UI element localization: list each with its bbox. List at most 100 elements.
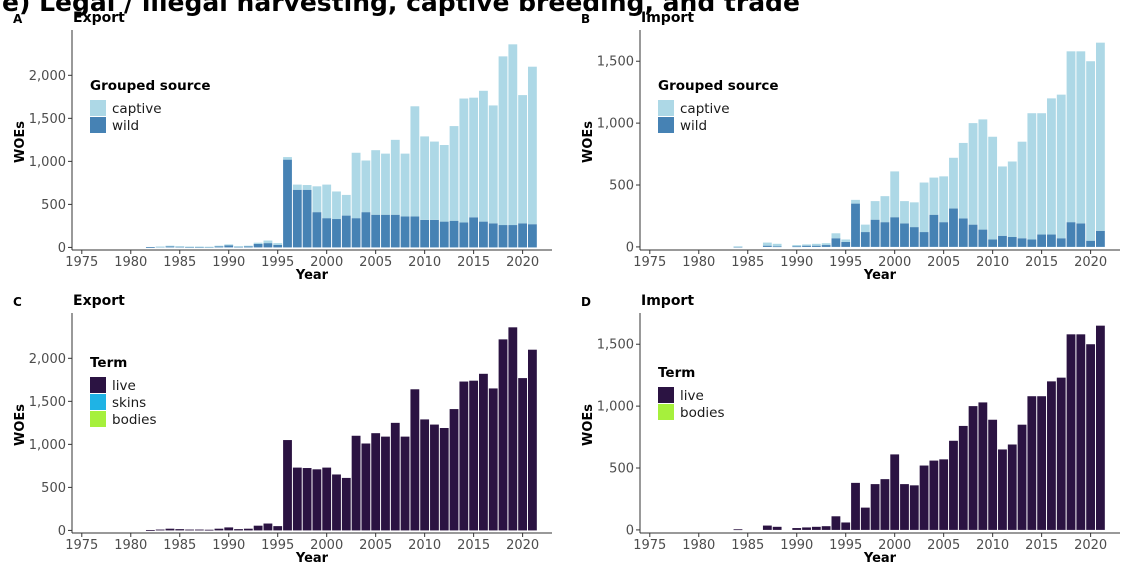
panel-letter: D [581, 295, 591, 309]
bar-live-2006 [949, 440, 958, 530]
bar-wild-2017 [488, 223, 498, 248]
bar-captive-2003 [351, 152, 361, 219]
bar-captive-2001 [900, 201, 909, 224]
bar-wild-1989 [214, 246, 224, 248]
bar-live-1996 [851, 482, 860, 530]
bar-wild-2008 [400, 216, 410, 248]
y-tick-label: 0 [626, 523, 634, 538]
bar-live-2021 [1096, 325, 1105, 530]
bar-live-2013 [449, 409, 459, 531]
bars [733, 42, 1105, 248]
bars [145, 327, 537, 531]
bar-live-2009 [978, 402, 988, 530]
bar-wild-2011 [998, 235, 1007, 247]
bar-wild-1997 [860, 232, 870, 247]
legend-key-bodies [90, 411, 106, 427]
x-tick-label: 2000 [310, 538, 343, 553]
y-tick-label: 1,000 [29, 438, 66, 453]
legend-label-bodies: bodies [680, 405, 725, 421]
bar-wild-2010 [420, 219, 430, 248]
x-tick-label: 2000 [310, 255, 343, 270]
bar-captive-2019 [508, 44, 518, 226]
bar-live-2014 [459, 381, 469, 531]
bar-live-2011 [430, 424, 439, 531]
bar-captive-2007 [958, 142, 968, 219]
bar-live-2001 [900, 484, 909, 530]
bar-captive-1999 [312, 186, 322, 213]
y-tick-label: 1,500 [597, 338, 634, 353]
bar-wild-2020 [518, 223, 528, 248]
y-tick-label: 1,000 [597, 400, 634, 415]
bar-captive-2014 [1027, 113, 1037, 240]
bar-live-2016 [479, 373, 488, 531]
bar-live-2015 [469, 380, 479, 531]
bar-captive-2008 [400, 153, 410, 217]
bar-captive-2011 [998, 166, 1007, 236]
bar-live-2005 [939, 459, 949, 530]
bar-wild-1996 [851, 203, 860, 247]
bar-wild-1985 [175, 246, 185, 248]
bar-live-1987 [194, 529, 204, 531]
bar-live-1997 [860, 507, 870, 530]
x-tick-label: 1995 [261, 538, 294, 553]
bar-live-2017 [488, 388, 498, 531]
bar-wild-2021 [1096, 230, 1105, 247]
bar-wild-2020 [1086, 240, 1096, 247]
bar-live-1994 [831, 516, 841, 530]
bar-wild-1993 [821, 245, 831, 247]
bar-wild-2014 [1027, 239, 1037, 247]
panel-title: Export [73, 10, 125, 26]
bar-wild-2006 [381, 214, 390, 248]
bar-wild-2009 [410, 216, 420, 248]
bar-live-1982 [145, 529, 155, 531]
bar-live-1990 [224, 527, 234, 531]
bar-live-2017 [1056, 377, 1066, 530]
bar-wild-2004 [361, 212, 371, 248]
x-tick-label: 2010 [408, 538, 441, 553]
y-tick-label: 500 [41, 481, 66, 496]
bar-captive-1990 [792, 245, 802, 247]
x-tick-label: 1980 [682, 255, 715, 270]
panel-letter: A [13, 12, 23, 26]
bar-captive-2021 [1096, 42, 1105, 231]
bar-live-1992 [243, 528, 253, 531]
x-tick-label: 1990 [780, 255, 813, 270]
bar-captive-2009 [410, 106, 420, 217]
legend-key-bodies [658, 404, 674, 420]
bar-captive-2008 [968, 123, 978, 225]
bar-captive-1991 [802, 244, 811, 246]
x-tick-label: 2015 [1025, 538, 1058, 553]
bar-wild-1994 [831, 238, 841, 247]
x-tick-label: 1985 [163, 255, 196, 270]
x-tick-label: 1985 [731, 538, 764, 553]
bar-live-1986 [185, 529, 194, 531]
legend-label-live: live [112, 378, 136, 394]
x-tick-label: 2020 [1074, 255, 1107, 270]
bar-live-2001 [332, 474, 341, 531]
bar-wild-2006 [949, 208, 958, 247]
bar-live-1999 [880, 479, 890, 530]
bar-captive-1998 [870, 201, 880, 220]
bar-wild-2011 [430, 219, 439, 248]
bar-live-1996 [283, 440, 292, 531]
bar-captive-2021 [528, 66, 537, 225]
x-tick-label: 2015 [457, 538, 490, 553]
x-tick-label: 1975 [633, 538, 666, 553]
bar-captive-2003 [919, 182, 929, 233]
bar-captive-1983 [155, 246, 165, 248]
bar-captive-2007 [390, 139, 400, 215]
bar-live-1992 [811, 526, 821, 530]
bar-live-1983 [155, 529, 165, 531]
bar-captive-2005 [371, 150, 381, 215]
bar-live-2009 [410, 389, 420, 531]
x-tick-label: 2000 [878, 255, 911, 270]
bar-captive-1997 [292, 184, 302, 190]
bar-wild-1982 [145, 246, 155, 248]
bar-live-1995 [273, 526, 283, 531]
bar-wild-2018 [1066, 222, 1076, 247]
bar-live-2010 [988, 419, 998, 530]
x-axis-title: Year [863, 551, 897, 566]
bar-wild-2004 [929, 214, 939, 247]
bar-wild-2013 [1017, 238, 1027, 247]
